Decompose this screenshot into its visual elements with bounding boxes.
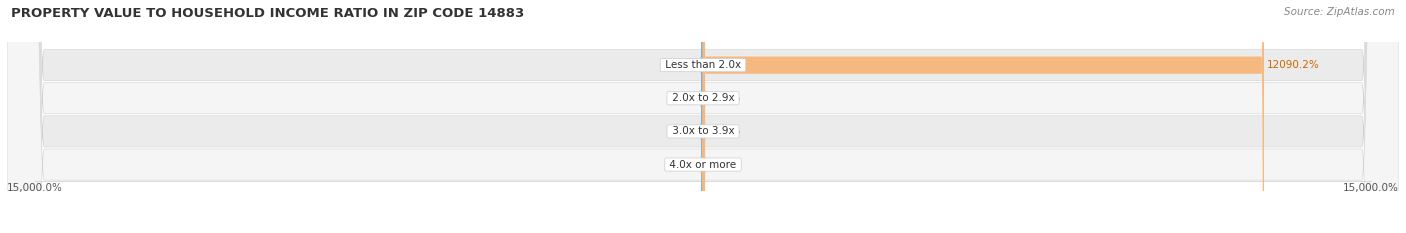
- FancyBboxPatch shape: [7, 0, 1399, 233]
- FancyBboxPatch shape: [700, 0, 704, 233]
- Text: 12090.2%: 12090.2%: [1267, 60, 1319, 70]
- FancyBboxPatch shape: [7, 0, 1399, 233]
- Text: Less than 2.0x: Less than 2.0x: [662, 60, 744, 70]
- Text: 30.9%: 30.9%: [666, 93, 699, 103]
- FancyBboxPatch shape: [7, 0, 1399, 233]
- Text: 15,000.0%: 15,000.0%: [7, 183, 63, 193]
- Text: 14.5%: 14.5%: [666, 127, 700, 136]
- Text: 4.0x or more: 4.0x or more: [666, 160, 740, 170]
- FancyBboxPatch shape: [700, 0, 704, 233]
- Text: PROPERTY VALUE TO HOUSEHOLD INCOME RATIO IN ZIP CODE 14883: PROPERTY VALUE TO HOUSEHOLD INCOME RATIO…: [11, 7, 524, 20]
- Text: 2.0x to 2.9x: 2.0x to 2.9x: [669, 93, 737, 103]
- FancyBboxPatch shape: [702, 0, 706, 233]
- Text: 46.1%: 46.1%: [709, 93, 741, 103]
- Text: 15,000.0%: 15,000.0%: [1343, 183, 1399, 193]
- FancyBboxPatch shape: [702, 0, 706, 233]
- Text: 18.8%: 18.8%: [666, 160, 699, 170]
- FancyBboxPatch shape: [700, 0, 704, 233]
- FancyBboxPatch shape: [7, 0, 1399, 233]
- FancyBboxPatch shape: [700, 0, 704, 233]
- Text: 29.6%: 29.6%: [707, 127, 741, 136]
- Text: 3.0x to 3.9x: 3.0x to 3.9x: [669, 127, 737, 136]
- Text: Source: ZipAtlas.com: Source: ZipAtlas.com: [1284, 7, 1395, 17]
- FancyBboxPatch shape: [703, 0, 706, 233]
- FancyBboxPatch shape: [703, 0, 1264, 233]
- Text: 14.5%: 14.5%: [706, 160, 740, 170]
- Text: 31.6%: 31.6%: [665, 60, 699, 70]
